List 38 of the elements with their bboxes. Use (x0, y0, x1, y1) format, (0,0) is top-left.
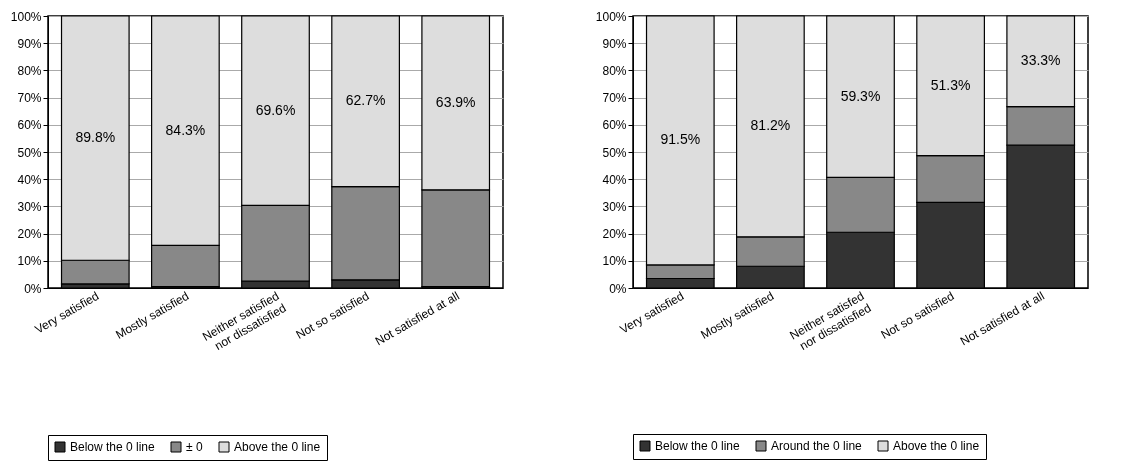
y-tick-label: 20% (602, 227, 627, 242)
y-tick-label: 30% (602, 199, 627, 214)
y-tick-label: 40% (17, 172, 42, 187)
legend-label: ± 0 (186, 440, 203, 454)
data-label: 63.9% (435, 93, 476, 110)
legend-label: Around the 0 line (771, 439, 863, 453)
y-tick-label: 100% (10, 9, 42, 24)
y-tick-label: 40% (602, 172, 627, 187)
y-tick-label: 80% (17, 63, 42, 78)
y-tick-label: 20% (17, 227, 42, 242)
data-label: 89.8% (75, 129, 116, 146)
y-tick-label: 30% (17, 199, 42, 214)
legend-label: Below the 0 line (655, 439, 741, 453)
legend-label: Below the 0 line (70, 440, 156, 454)
y-tick-label: 70% (17, 91, 42, 106)
y-tick-label: 50% (602, 145, 627, 160)
y-tick-label: 70% (602, 91, 627, 106)
y-tick-label: 80% (602, 63, 627, 78)
data-label: 59.3% (840, 87, 881, 104)
y-tick-label: 10% (17, 254, 42, 269)
data-label: 62.7% (345, 92, 386, 109)
data-label: 81.2% (750, 117, 791, 134)
data-label: 51.3% (930, 76, 971, 93)
y-tick-label: 90% (602, 36, 627, 51)
data-label: 91.5% (660, 131, 701, 148)
data-label: 33.3% (1020, 52, 1061, 69)
y-tick-label: 100% (595, 9, 627, 24)
y-tick-label: 60% (602, 118, 627, 133)
data-label: 84.3% (165, 121, 206, 138)
data-label: 69.6% (255, 101, 296, 118)
y-tick-label: 50% (17, 145, 42, 160)
y-tick-label: 90% (17, 36, 42, 51)
y-tick-label: 10% (602, 254, 627, 269)
legend-label: Above the 0 line (234, 440, 321, 454)
legend-label: Above the 0 line (893, 439, 980, 453)
y-tick-label: 60% (17, 118, 42, 133)
y-tick-label: 0% (24, 281, 42, 296)
y-tick-label: 0% (609, 281, 627, 296)
